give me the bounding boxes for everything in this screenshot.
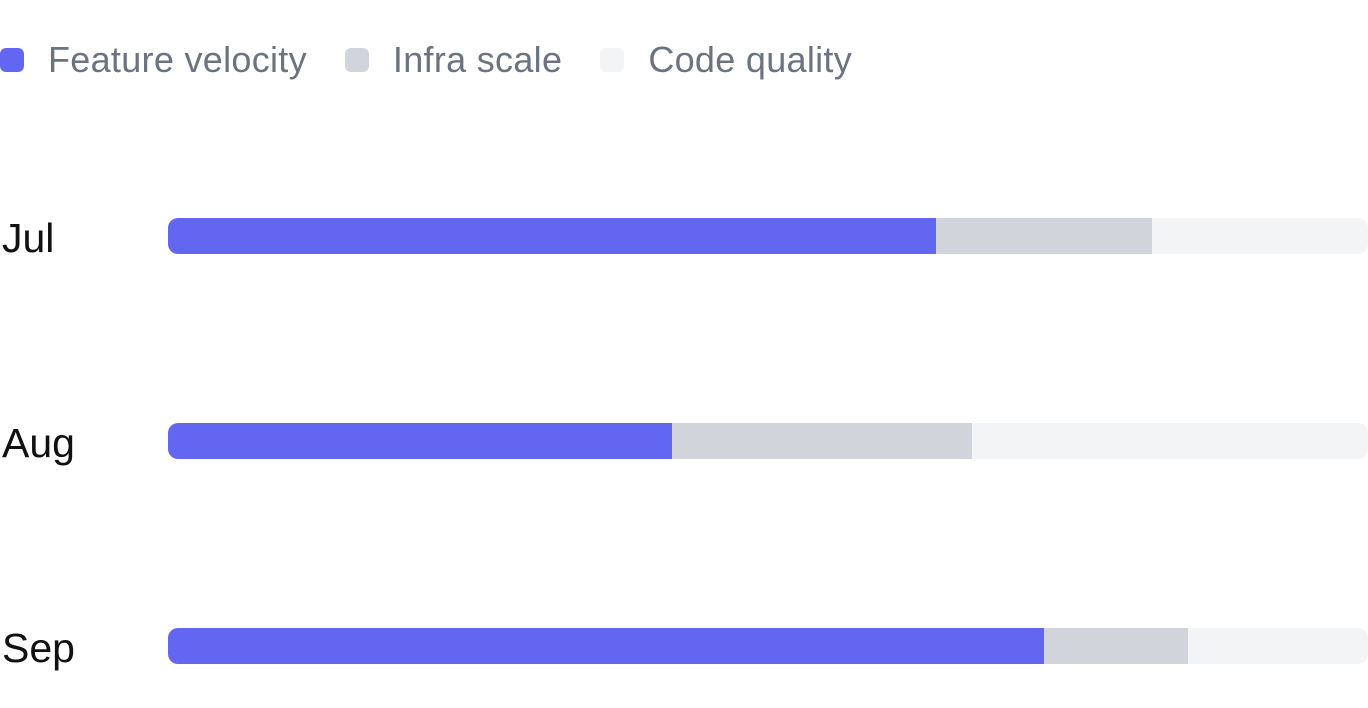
bar-segment-aug-infra-scale xyxy=(672,423,972,459)
legend-swatch-code-quality xyxy=(600,48,625,72)
legend-item-code-quality: Code quality xyxy=(600,39,852,81)
bar-segment-sep-code-quality xyxy=(1188,628,1368,664)
legend-item-infra-scale: Infra scale xyxy=(344,39,563,81)
bar-segment-jul-feature-velocity xyxy=(168,218,936,254)
legend-label-code-quality: Code quality xyxy=(648,39,853,80)
bar-segment-jul-code-quality xyxy=(1152,218,1368,254)
legend-swatch-feature-velocity xyxy=(0,48,24,72)
legend-item-feature-velocity: Feature velocity xyxy=(0,39,307,81)
legend-swatch-infra-scale xyxy=(344,48,369,72)
chart-legend: Feature velocity Infra scale Code qualit… xyxy=(0,38,890,82)
bar-track-sep xyxy=(168,628,1368,664)
bar-segment-aug-feature-velocity xyxy=(168,423,672,459)
category-label-jul: Jul xyxy=(2,214,55,261)
category-label-sep: Sep xyxy=(2,624,75,671)
bar-track-aug xyxy=(168,423,1368,459)
category-label-aug: Aug xyxy=(2,419,75,466)
bar-track-jul xyxy=(168,218,1368,254)
legend-label-infra-scale: Infra scale xyxy=(392,39,563,80)
bar-segment-jul-infra-scale xyxy=(936,218,1152,254)
bar-segment-sep-feature-velocity xyxy=(168,628,1044,664)
bar-segment-aug-code-quality xyxy=(972,423,1368,459)
bar-segment-sep-infra-scale xyxy=(1044,628,1188,664)
legend-label-feature-velocity: Feature velocity xyxy=(48,39,307,80)
